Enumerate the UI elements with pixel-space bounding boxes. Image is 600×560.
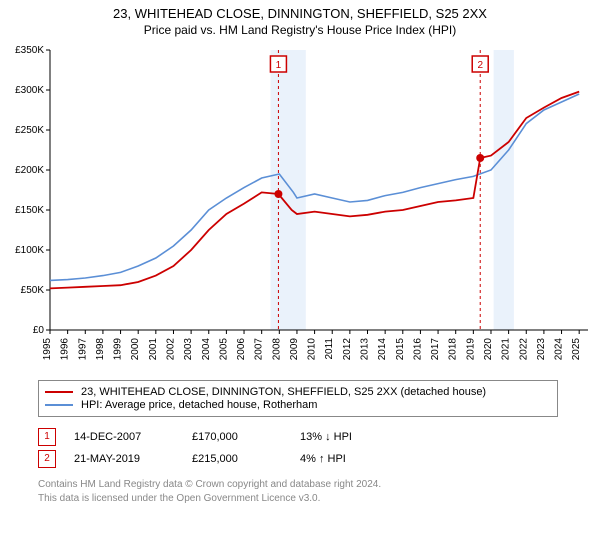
svg-text:2024: 2024 [554, 338, 565, 361]
svg-text:2021: 2021 [501, 338, 512, 361]
svg-text:1999: 1999 [113, 338, 124, 361]
svg-text:2007: 2007 [254, 338, 265, 361]
svg-text:2005: 2005 [218, 338, 229, 361]
svg-text:2025: 2025 [571, 338, 582, 361]
legend-swatch-red [45, 391, 73, 393]
legend-item: 23, WHITEHEAD CLOSE, DINNINGTON, SHEFFIE… [45, 386, 551, 398]
svg-text:2004: 2004 [201, 338, 212, 361]
svg-text:2003: 2003 [183, 338, 194, 361]
svg-text:2019: 2019 [465, 338, 476, 361]
svg-text:1: 1 [276, 60, 282, 71]
svg-text:2011: 2011 [324, 338, 335, 360]
svg-text:£300K: £300K [15, 85, 44, 96]
transaction-marker-icon: 1 [38, 428, 56, 446]
svg-text:2006: 2006 [236, 338, 247, 361]
transaction-price: £215,000 [192, 453, 282, 465]
legend-label: 23, WHITEHEAD CLOSE, DINNINGTON, SHEFFIE… [81, 386, 486, 398]
svg-text:2001: 2001 [148, 338, 159, 361]
svg-text:2010: 2010 [307, 338, 318, 361]
svg-text:2008: 2008 [271, 338, 282, 361]
svg-text:£150K: £150K [15, 205, 44, 216]
svg-text:2015: 2015 [395, 338, 406, 361]
svg-text:1998: 1998 [95, 338, 106, 361]
legend-swatch-blue [45, 404, 73, 406]
svg-text:2014: 2014 [377, 338, 388, 361]
transaction-delta: 13% ↓ HPI [300, 431, 420, 443]
svg-text:1996: 1996 [60, 338, 71, 361]
chart-title-address: 23, WHITEHEAD CLOSE, DINNINGTON, SHEFFIE… [0, 6, 600, 21]
svg-text:2018: 2018 [448, 338, 459, 361]
svg-text:2009: 2009 [289, 338, 300, 361]
svg-text:2017: 2017 [430, 338, 441, 361]
svg-text:2013: 2013 [360, 338, 371, 361]
price-chart: £0 £50K £100K £150K £200K £250K £300K £350K 1995… [0, 42, 600, 372]
svg-text:2016: 2016 [412, 338, 423, 361]
footnote-line: This data is licensed under the Open Gov… [38, 492, 558, 506]
svg-text:2002: 2002 [165, 338, 176, 361]
transaction-date: 14-DEC-2007 [74, 431, 174, 443]
svg-text:£350K: £350K [15, 45, 44, 56]
svg-text:2000: 2000 [130, 338, 141, 361]
svg-text:£100K: £100K [15, 245, 44, 256]
svg-text:£200K: £200K [15, 165, 44, 176]
svg-text:2020: 2020 [483, 338, 494, 361]
transaction-date: 21-MAY-2019 [74, 453, 174, 465]
transaction-price: £170,000 [192, 431, 282, 443]
legend: 23, WHITEHEAD CLOSE, DINNINGTON, SHEFFIE… [38, 380, 558, 417]
svg-text:2023: 2023 [536, 338, 547, 361]
svg-text:2022: 2022 [518, 338, 529, 361]
transactions: 1 14-DEC-2007 £170,000 13% ↓ HPI 2 21-MA… [38, 424, 558, 472]
svg-text:1995: 1995 [42, 338, 53, 361]
footnote: Contains HM Land Registry data © Crown c… [38, 478, 558, 505]
svg-text:£0: £0 [33, 325, 45, 336]
transaction-marker-icon: 2 [38, 450, 56, 468]
transaction-row: 1 14-DEC-2007 £170,000 13% ↓ HPI [38, 428, 558, 446]
svg-text:1997: 1997 [77, 338, 88, 361]
svg-text:£250K: £250K [15, 125, 44, 136]
transaction-row: 2 21-MAY-2019 £215,000 4% ↑ HPI [38, 450, 558, 468]
chart-subtitle: Price paid vs. HM Land Registry's House … [0, 23, 600, 37]
legend-item: HPI: Average price, detached house, Roth… [45, 399, 551, 411]
footnote-line: Contains HM Land Registry data © Crown c… [38, 478, 558, 492]
svg-text:2: 2 [477, 60, 483, 71]
transaction-delta: 4% ↑ HPI [300, 453, 420, 465]
svg-text:£50K: £50K [21, 285, 45, 296]
svg-text:2012: 2012 [342, 338, 353, 361]
legend-label: HPI: Average price, detached house, Roth… [81, 399, 317, 411]
